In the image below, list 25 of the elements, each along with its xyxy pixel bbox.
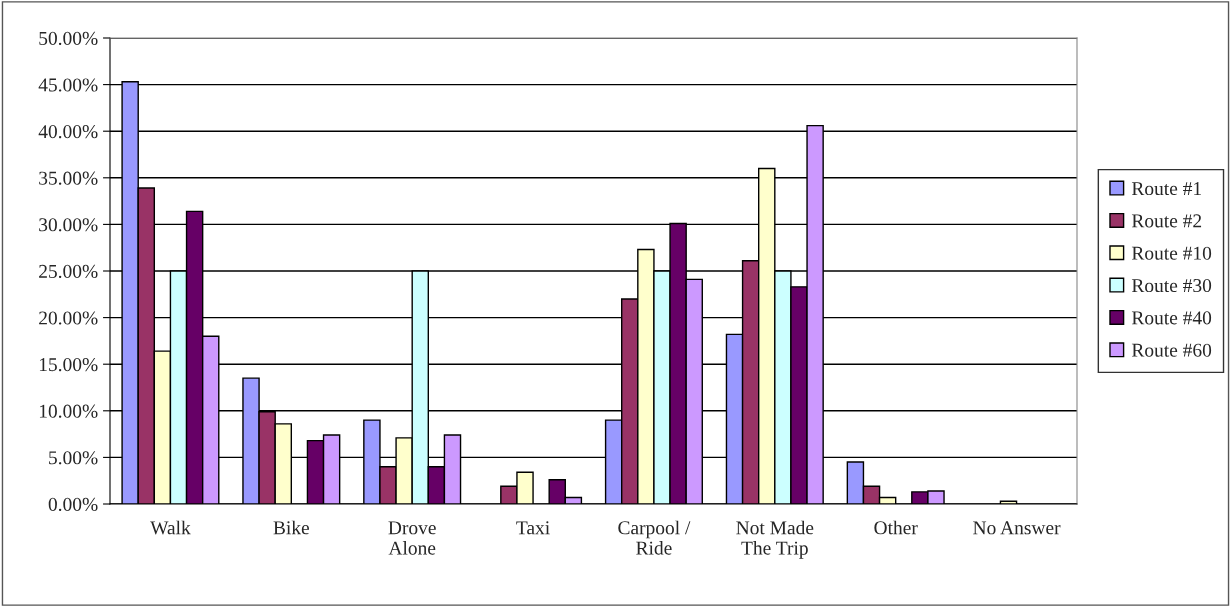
y-tick-label: 5.00% <box>49 451 98 465</box>
legend-label: Route #2 <box>1131 214 1202 228</box>
y-tick-label: 20.00% <box>39 311 98 325</box>
y-tick-label: 45.00% <box>38 78 98 92</box>
x-tick-label: Taxi <box>516 521 550 535</box>
x-tick-label: Bike <box>273 520 309 535</box>
x-tick-label: Walk <box>150 520 191 535</box>
y-tick-label: 15.00% <box>39 358 98 372</box>
legend-label: Route #40 <box>1131 311 1212 325</box>
x-tick-label: No Answer <box>973 521 1061 535</box>
y-tick-label: 30.00% <box>39 218 98 232</box>
x-tick-label: Carpool / Ride <box>618 520 691 555</box>
legend-label: Route #1 <box>1131 182 1201 196</box>
legend-label: Route #30 <box>1131 278 1212 293</box>
y-tick-label: 0.00% <box>48 497 98 512</box>
y-tick-label: 35.00% <box>39 171 98 185</box>
y-tick-label: 10.00% <box>39 404 98 418</box>
x-tick-label: Drove Alone <box>388 521 436 555</box>
y-tick-label: 50.00% <box>39 31 98 46</box>
x-tick-label: Not Made The Trip <box>736 520 814 559</box>
legend-label: Route #60 <box>1131 343 1212 357</box>
x-tick-label: Other <box>874 520 918 535</box>
y-tick-label: 40.00% <box>38 125 98 139</box>
legend-label: Route #10 <box>1131 246 1212 260</box>
y-tick-label: 25.00% <box>39 264 98 279</box>
